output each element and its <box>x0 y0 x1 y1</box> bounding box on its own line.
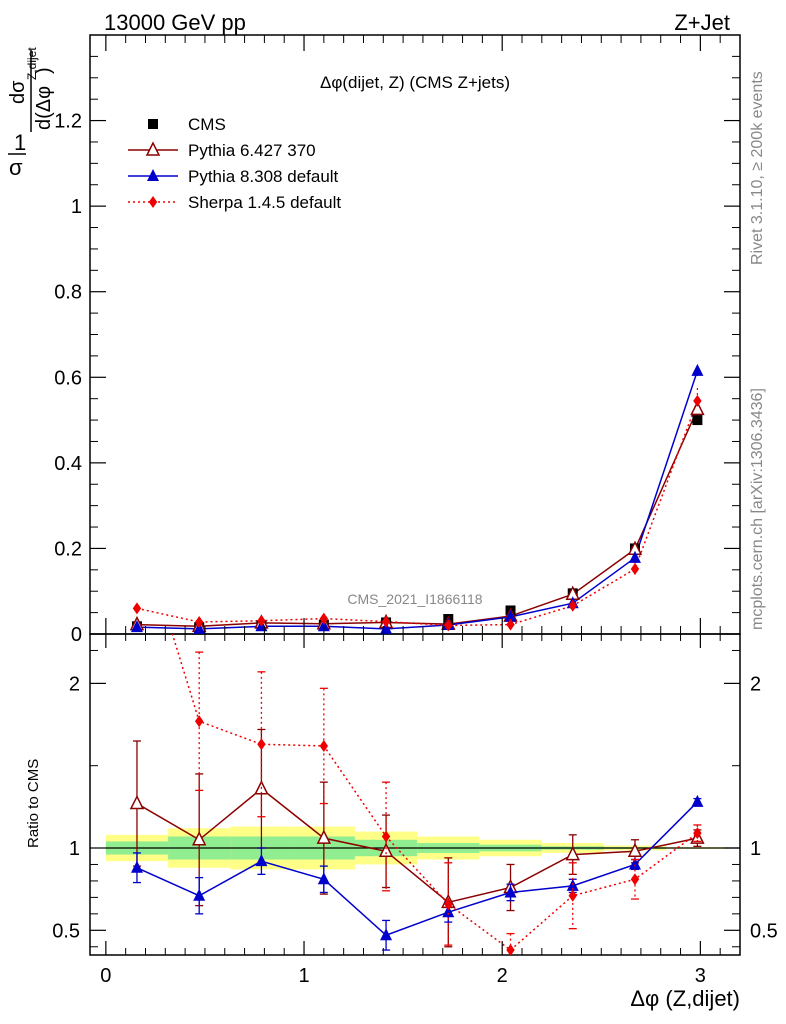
ratio-point-pythia-8-308-default-0 <box>130 860 143 873</box>
ratio-point-sherpa-1-4-5-default-7 <box>568 889 577 902</box>
ratio-point-pythia-8-308-default-9 <box>691 794 704 807</box>
legend-marker-pythia-6-427-370 <box>145 141 161 156</box>
legend-marker-cms <box>148 119 158 129</box>
ratio-point-pythia-6-427-370-4 <box>378 842 394 858</box>
main-plot-layer <box>129 363 705 634</box>
main-point-sherpa-1-4-5-default-8 <box>630 562 640 575</box>
ylabel-derivative: d(Δφ <box>33 86 55 130</box>
main-point-sherpa-1-4-5-default-6 <box>506 618 515 631</box>
ratio-point-pythia-8-308-default-2 <box>255 854 268 867</box>
ylabel-superscript: Z,dijet <box>25 47 39 80</box>
ratio-point-sherpa-1-4-5-default-9 <box>693 827 702 840</box>
legend-marker-sherpa-1-4-5-default <box>148 196 158 208</box>
main-point-sherpa-1-4-5-default-7 <box>568 599 577 612</box>
ratio-y-tick-label-left-2: 2 <box>69 673 80 695</box>
ratio-point-pythia-6-427-370-8 <box>627 842 643 858</box>
main-line-sherpa-1-4-5-default <box>136 400 699 627</box>
x-tick-label-2: 2 <box>497 965 508 987</box>
ratio-line-pythia-8-308-default <box>136 801 698 937</box>
ratio-y-tick-label-right-1: 1 <box>750 838 761 860</box>
main-point-sherpa-1-4-5-default-2 <box>257 614 266 627</box>
legend-label-cms: CMS <box>188 115 226 134</box>
process-label: Z+Jet <box>674 10 730 35</box>
legend-label-sherpa-1-4-5-default: Sherpa 1.4.5 default <box>188 193 341 212</box>
ylabel-sigma: σ <box>9 155 23 180</box>
ratio-point-pythia-8-308-default-3 <box>317 872 330 885</box>
ratio-y-axis-label: Ratio to CMS <box>25 759 42 848</box>
ratio-point-pythia-6-427-370-1 <box>191 831 207 846</box>
ratio-y-tick-label-left-1: 1 <box>69 838 80 860</box>
x-tick-label-3: 3 <box>695 965 706 987</box>
ylabel-dsigma: dσ <box>7 80 29 104</box>
x-tick-label-0: 0 <box>100 965 111 987</box>
ratio-point-sherpa-1-4-5-default-3 <box>319 739 329 752</box>
main-point-pythia-6-427-370-9 <box>690 400 705 416</box>
ratio-line-sherpa-1-4-5-default <box>171 634 698 952</box>
legend-label-pythia-8-308-default: Pythia 8.308 default <box>188 167 339 186</box>
main-point-sherpa-1-4-5-default-3 <box>319 612 329 625</box>
legend-label-pythia-6-427-370: Pythia 6.427 370 <box>188 141 316 160</box>
ratio-point-sherpa-1-4-5-default-2 <box>257 738 266 751</box>
ratio-point-pythia-8-308-default-7 <box>566 878 579 891</box>
main-line-pythia-8-308-default <box>136 370 699 630</box>
main-y-tick-label-0: 0 <box>71 624 82 646</box>
main-y-tick-label-0.2: 0.2 <box>54 538 82 560</box>
main-y-tick-label-0.8: 0.8 <box>54 282 82 304</box>
main-point-sherpa-1-4-5-default-9 <box>693 394 702 407</box>
energy-label: 13000 GeV pp <box>104 10 246 35</box>
ylabel-close: ) <box>33 67 55 74</box>
legend: CMS Pythia 6.427 370 Pythia 8.308 default S… <box>128 115 341 212</box>
mcplots-label: mcplots.cern.ch [arXiv:1306.3436] <box>749 388 766 630</box>
plot-title: Δφ(dijet, Z) (CMS Z+jets) <box>320 73 510 92</box>
ratio-point-pythia-6-427-370-0 <box>129 794 145 810</box>
main-point-pythia-8-308-default-3 <box>317 619 330 632</box>
main-point-sherpa-1-4-5-default-0 <box>132 602 142 615</box>
legend-marker-pythia-8-308-default <box>147 169 159 181</box>
ratio-point-sherpa-1-4-5-default-6 <box>506 944 515 955</box>
x-tick-label-1: 1 <box>298 965 309 987</box>
ratio-point-pythia-6-427-370-3 <box>316 829 332 844</box>
ratio-line-pythia-6-427-370 <box>136 787 698 904</box>
ratio-series-group <box>129 634 705 955</box>
main-y-tick-label-1: 1 <box>71 196 82 218</box>
ratio-point-pythia-8-308-default-1 <box>193 888 206 901</box>
ylabel-one: 1 <box>14 130 26 155</box>
main-point-pythia-8-308-default-9 <box>691 363 704 376</box>
ratio-point-pythia-6-427-370-7 <box>565 845 580 861</box>
ratio-point-sherpa-1-4-5-default-4 <box>381 830 391 843</box>
main-point-sherpa-1-4-5-default-5 <box>444 619 453 632</box>
ratio-point-pythia-8-308-default-8 <box>628 857 641 870</box>
ratio-point-sherpa-1-4-5-default-8 <box>630 873 640 886</box>
ratio-point-sherpa-1-4-5-default-5 <box>444 897 453 910</box>
main-y-tick-label-0.6: 0.6 <box>54 367 82 389</box>
watermark-label: CMS_2021_I1866118 <box>347 591 482 607</box>
ratio-point-pythia-8-308-default-4 <box>380 928 393 941</box>
main-y-axis-label: 1 σ d(Δφ Z,dijet ) dσ <box>7 47 55 180</box>
main-point-cms-9 <box>692 415 703 426</box>
ratio-point-sherpa-1-4-5-default-1 <box>194 715 204 728</box>
ratio-y-tick-label-right-0.5: 0.5 <box>750 920 778 942</box>
rivet-label: Rivet 3.1.10, ≥ 200k events <box>749 71 766 265</box>
ratio-y-tick-label-right-2: 2 <box>750 673 761 695</box>
main-point-sherpa-1-4-5-default-4 <box>381 615 391 628</box>
ratio-point-pythia-8-308-default-6 <box>504 885 517 898</box>
ratio-point-pythia-8-308-default-5 <box>442 905 455 918</box>
main-y-tick-label-0.4: 0.4 <box>54 453 82 475</box>
main-point-pythia-8-308-default-8 <box>628 550 641 563</box>
axes-layer: 0 1 2 3 0 0.2 0.4 0.6 0.8 1 1.2 0.5 0.5 1 1 2 2 <box>52 35 778 987</box>
x-axis-label: Δφ (Z,dijet) <box>630 986 740 1011</box>
ratio-y-tick-label-left-0.5: 0.5 <box>52 920 80 942</box>
main-point-pythia-8-308-default-0 <box>130 620 143 633</box>
main-point-sherpa-1-4-5-default-1 <box>194 616 204 629</box>
main-point-pythia-8-308-default-6 <box>504 609 517 622</box>
ratio-plot-frame <box>89 633 741 956</box>
main-y-tick-label-1.2: 1.2 <box>54 111 82 133</box>
ratio-plot-layer <box>105 634 740 955</box>
